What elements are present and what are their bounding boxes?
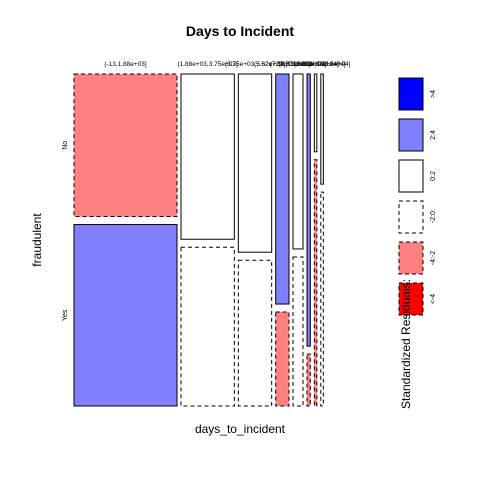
x-tick-label: (1.31e+04,1.5e+04] <box>294 61 351 68</box>
tile-no-6 <box>306 73 311 347</box>
legend: >4 2:4 0:2 -2:0 -4:-2 <-4 <box>398 77 437 316</box>
legend-label: <-4 <box>430 294 437 304</box>
x-tick-label: (1.88e+03,3.75e+03] <box>177 61 238 68</box>
tile-yes-2 <box>180 246 235 407</box>
legend-label: -2:0 <box>430 211 437 223</box>
legend-label: 2:4 <box>430 130 437 140</box>
x-tick-label: (-13,1.88e+03] <box>104 61 147 68</box>
y-tick-label: Yes <box>62 309 69 321</box>
x-axis-label: days_to_incident <box>195 422 286 436</box>
y-axis-label: fraudulent <box>30 213 44 267</box>
legend-swatch <box>398 159 424 193</box>
tile-no-5 <box>292 73 304 250</box>
legend-swatch <box>398 77 424 111</box>
tile-no-2 <box>180 73 235 240</box>
x-tick-label: (5.62e+03,7.5e+03] <box>254 61 311 68</box>
x-tick-label: (1.12e+04,1.31e+04] <box>285 61 346 68</box>
tile-no-8 <box>320 73 324 185</box>
x-tick-label: (3.75e+03,5.62e+03] <box>225 61 286 68</box>
tile-no-7 <box>313 73 318 153</box>
legend-swatch <box>398 118 424 152</box>
tile-yes-5 <box>292 256 304 407</box>
tile-yes-7 <box>313 159 318 407</box>
tile-yes-1 <box>73 224 178 407</box>
y-tick-labels: No Yes <box>62 141 69 321</box>
legend-swatch <box>398 282 424 316</box>
tile-yes-6 <box>306 353 311 407</box>
tile-yes-4 <box>275 311 290 407</box>
chart-title: Days to Incident <box>186 23 294 39</box>
legend-label: -4:-2 <box>430 251 437 266</box>
x-tick-label: (7.5e+03,9.37e+03] <box>270 61 327 68</box>
x-tick-labels: (-13,1.88e+03] (1.88e+03,3.75e+03](3.75e+… <box>104 61 350 68</box>
legend-label: >4 <box>430 90 437 98</box>
legend-title: Standardized Residuals: <box>399 279 413 409</box>
legend-label: 0:2 <box>430 171 437 181</box>
mosaic-tiles <box>73 73 324 407</box>
y-tick-label: No <box>62 141 69 150</box>
tile-yes-8 <box>320 191 324 407</box>
tile-no-4 <box>275 73 290 305</box>
tile-no-3 <box>237 73 273 253</box>
x-tick-label: (9.37e+03,1.12e+04] <box>278 61 339 68</box>
legend-swatch <box>398 200 424 234</box>
legend-swatch <box>398 241 424 275</box>
tile-yes-3 <box>237 259 273 407</box>
tile-no-1 <box>73 73 178 218</box>
